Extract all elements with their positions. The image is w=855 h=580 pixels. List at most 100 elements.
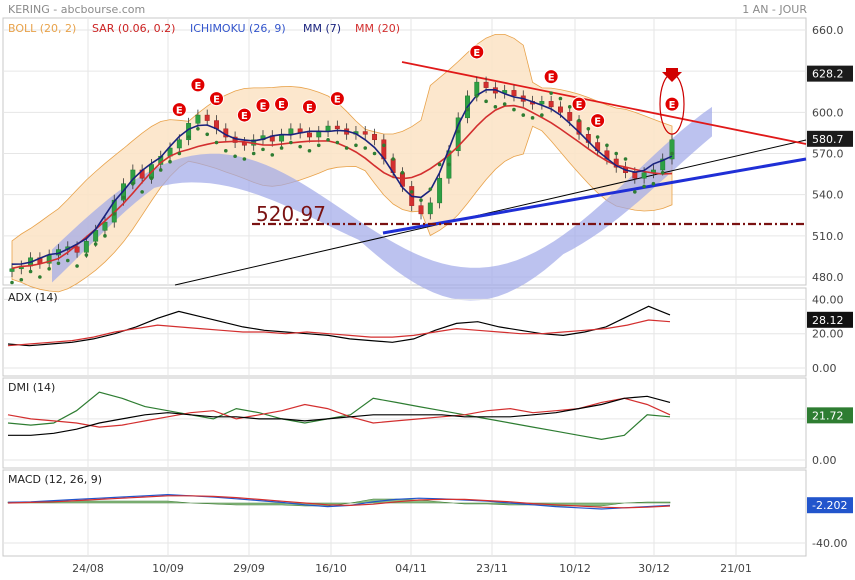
sar-dot bbox=[605, 143, 609, 148]
event-marker bbox=[209, 91, 225, 107]
sar-dot bbox=[614, 151, 619, 156]
sar-dot bbox=[233, 154, 237, 159]
event-marker-label: E bbox=[669, 100, 676, 111]
sar-dot bbox=[660, 170, 665, 175]
event-marker-label: E bbox=[334, 95, 341, 106]
sar-dot bbox=[158, 168, 163, 172]
sar-dot bbox=[10, 280, 14, 285]
sar-dot bbox=[168, 159, 172, 164]
chart-title: KERING - abcbourse.com bbox=[8, 3, 146, 16]
sar-dot bbox=[112, 212, 117, 216]
sar-dot bbox=[586, 127, 591, 131]
event-marker bbox=[329, 91, 345, 107]
sar-dot bbox=[242, 157, 247, 161]
y-tick-label: 540.0 bbox=[812, 189, 844, 202]
panel-frame bbox=[2, 377, 807, 469]
event-marker-label: E bbox=[473, 48, 480, 59]
candle bbox=[9, 268, 15, 272]
last-value-label: -2.202 bbox=[812, 499, 847, 512]
last-value-label: 28.12 bbox=[812, 314, 844, 327]
x-tick-label: 29/09 bbox=[233, 562, 265, 575]
event-marker-label: E bbox=[241, 111, 248, 122]
sar-dot bbox=[521, 113, 526, 117]
candle bbox=[288, 128, 294, 135]
candle bbox=[74, 246, 80, 253]
series-line bbox=[7, 391, 671, 441]
event-marker bbox=[571, 96, 587, 112]
series-line bbox=[7, 319, 671, 347]
series-line bbox=[8, 395, 671, 436]
sar-dot bbox=[409, 190, 414, 194]
period-label[interactable]: 1 AN - JOUR bbox=[742, 3, 807, 16]
x-tick-label: 10/12 bbox=[559, 562, 591, 575]
y-tick-label: 570.0 bbox=[812, 148, 844, 161]
candle bbox=[334, 125, 340, 130]
event-marker bbox=[274, 96, 290, 112]
candle bbox=[483, 81, 489, 88]
y-tick-label: 20.00 bbox=[812, 328, 844, 341]
candle bbox=[362, 131, 368, 135]
candle bbox=[307, 132, 312, 138]
sar-dot bbox=[214, 140, 219, 145]
event-marker-label: E bbox=[548, 73, 555, 84]
legend-mm7: MM (7) bbox=[303, 22, 342, 35]
candle bbox=[539, 101, 545, 105]
candle bbox=[83, 241, 89, 253]
sar-dot bbox=[502, 102, 507, 106]
candle bbox=[93, 230, 99, 242]
event-marker bbox=[301, 99, 317, 115]
event-marker bbox=[255, 97, 271, 113]
sar-dot bbox=[335, 140, 340, 145]
candle bbox=[437, 177, 443, 204]
sar-dot bbox=[75, 264, 79, 268]
sar-dot bbox=[428, 187, 433, 191]
sar-dot bbox=[149, 176, 154, 180]
event-marker-label: E bbox=[194, 81, 201, 92]
y-tick-label: 0.00 bbox=[812, 454, 837, 467]
sar-dot bbox=[419, 198, 423, 202]
sar-dot bbox=[354, 143, 358, 148]
price-tag-last-box bbox=[807, 130, 853, 147]
candle bbox=[660, 158, 666, 171]
sar-dot bbox=[493, 105, 498, 109]
candle bbox=[204, 114, 210, 121]
sar-dot bbox=[56, 261, 61, 266]
sar-dot bbox=[326, 137, 330, 142]
sar-dot bbox=[558, 96, 563, 101]
sar-dot bbox=[84, 253, 89, 257]
sar-dot bbox=[465, 107, 470, 112]
sar-dot bbox=[47, 266, 51, 271]
y-tick-label: 40.00 bbox=[812, 293, 844, 306]
sar-dot bbox=[512, 107, 516, 112]
sar-dot bbox=[103, 234, 107, 238]
sar-dot bbox=[391, 157, 395, 161]
candle bbox=[558, 106, 563, 113]
sar-dot bbox=[540, 113, 544, 117]
sar-dot bbox=[595, 135, 600, 139]
sar-dot bbox=[382, 143, 386, 148]
y-tick-label: -40.00 bbox=[812, 537, 847, 550]
sar-dot bbox=[372, 151, 377, 156]
panel-frame bbox=[2, 469, 807, 557]
sar-dot bbox=[28, 269, 33, 274]
series-line bbox=[7, 305, 671, 347]
event-marker bbox=[190, 77, 206, 93]
x-tick-label: 10/09 bbox=[152, 562, 184, 575]
down-arrow-icon bbox=[662, 68, 682, 82]
candle bbox=[418, 205, 424, 215]
y-tick-label: 0.00 bbox=[812, 362, 837, 375]
trend-line-blue bbox=[382, 157, 807, 235]
series-line bbox=[7, 397, 671, 428]
sar-dot bbox=[224, 148, 228, 153]
sar-dot bbox=[38, 275, 42, 279]
sar-dot bbox=[298, 144, 302, 149]
candle bbox=[316, 131, 322, 138]
sar-dot bbox=[623, 157, 628, 161]
legend-ichimoku: ICHIMOKU (26, 9) bbox=[190, 22, 286, 35]
sar-dot bbox=[205, 132, 210, 137]
sar-dot bbox=[456, 129, 460, 134]
x-tick-label: 21/01 bbox=[720, 562, 752, 575]
legend-sar: SAR (0.06, 0.2) bbox=[92, 22, 176, 35]
y-tick-label: 480.0 bbox=[812, 271, 844, 284]
sar-dot bbox=[196, 127, 200, 131]
